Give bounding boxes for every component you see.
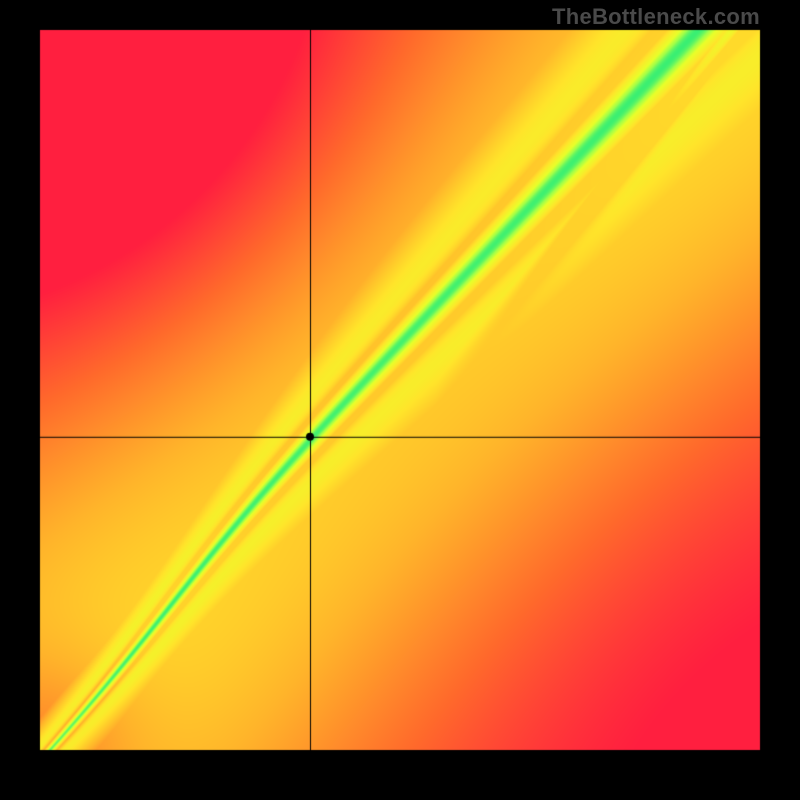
- bottleneck-heatmap: [0, 0, 800, 800]
- watermark-text: TheBottleneck.com: [552, 4, 760, 30]
